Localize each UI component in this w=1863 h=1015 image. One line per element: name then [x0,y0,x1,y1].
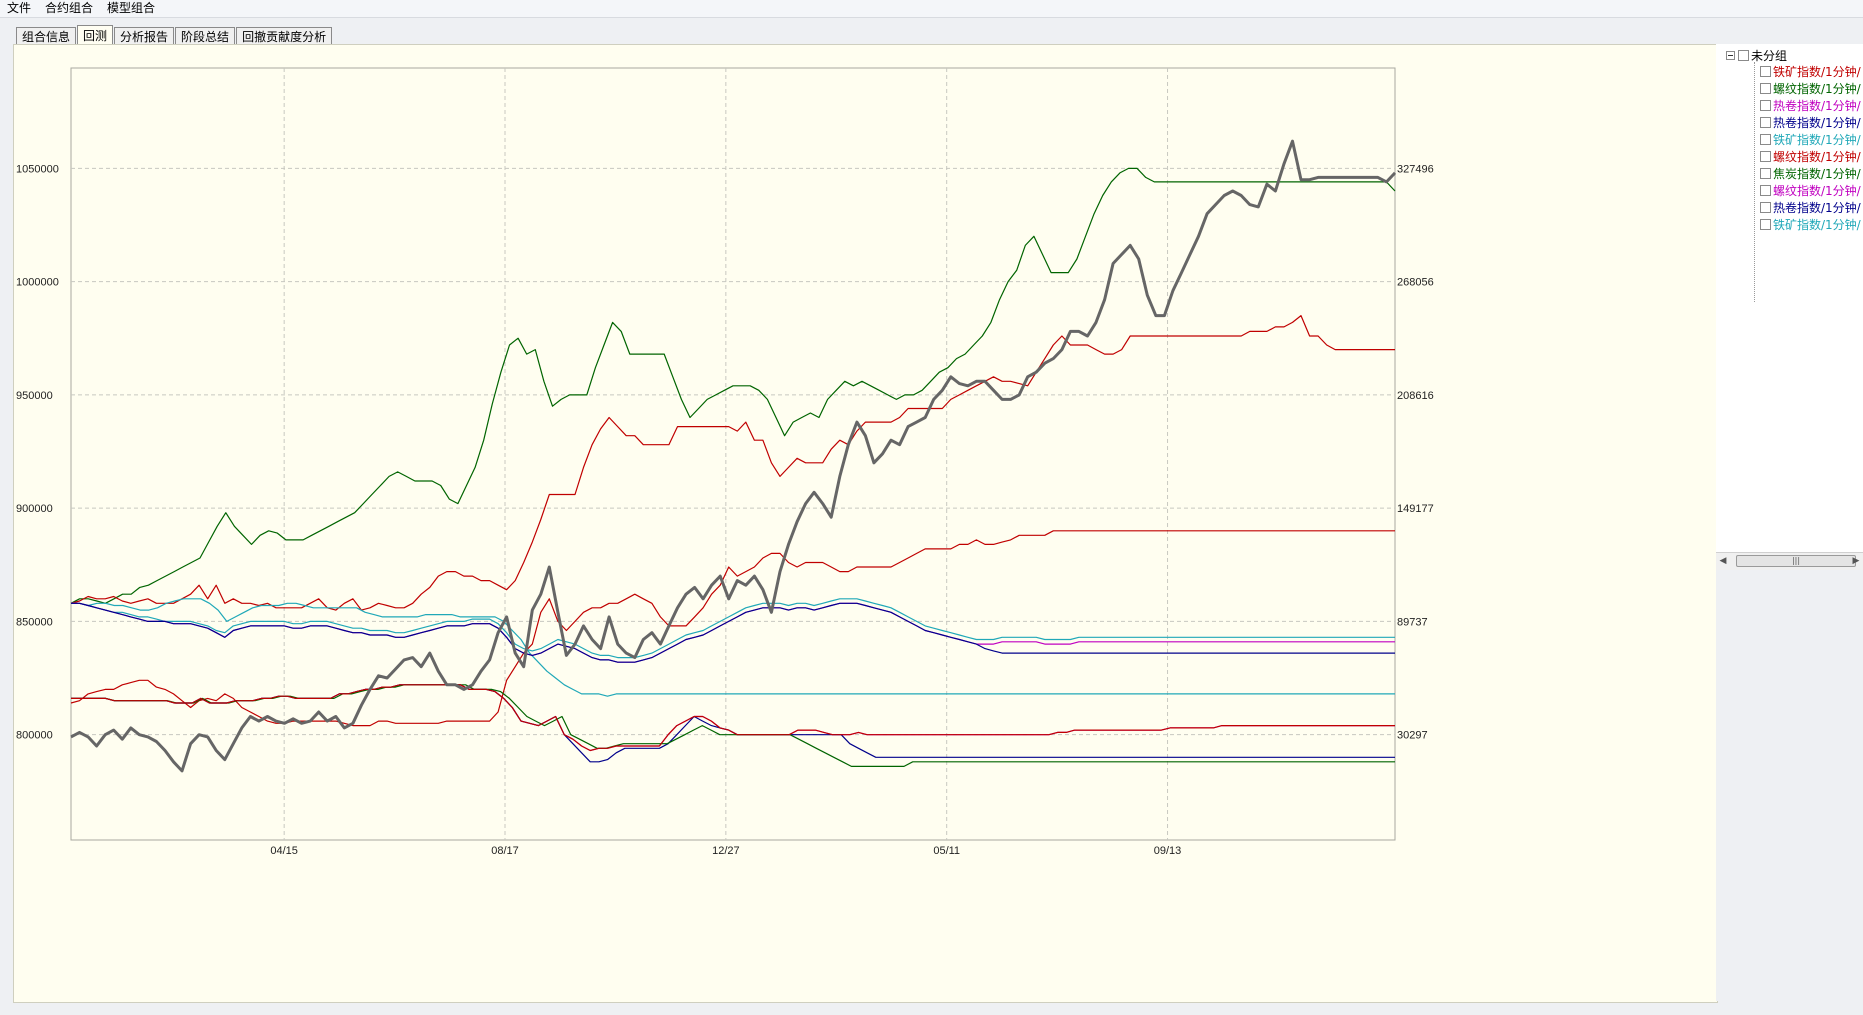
checkbox-icon[interactable] [1760,202,1771,213]
y-right-tick-label: 30297 [1397,730,1428,742]
y-left-tick-label: 1050000 [16,163,59,175]
tree-item[interactable]: 焦炭指数/1分钟/ [1760,165,1861,182]
series-line [70,530,1395,727]
checkbox-icon[interactable] [1760,185,1771,196]
horizontal-scrollbar[interactable]: ◀ ||| ▶ [1716,552,1863,571]
tab-bar: 组合信息 回测 分析报告 阶段总结 回撤贡献度分析 [16,25,333,46]
tree-item[interactable]: 螺纹指数/1分钟/ [1760,148,1861,165]
series-line [70,315,1395,611]
checkbox-icon[interactable] [1760,83,1771,94]
collapse-icon[interactable] [1726,51,1735,60]
tree-root-label: 未分组 [1751,49,1788,63]
tree-item-label: 铁矿指数/1分钟/ [1773,218,1861,232]
menu-bar: 文件 合约组合 模型组合 [0,0,1863,18]
tree-item-label: 热卷指数/1分钟/ [1773,99,1861,113]
tree-item[interactable]: 螺纹指数/1分钟/ [1760,80,1861,97]
tree-guide-line [1754,62,1755,302]
tree-item[interactable]: 热卷指数/1分钟/ [1760,199,1861,216]
tree-item-label: 螺纹指数/1分钟/ [1773,184,1861,198]
y-left-tick-label: 800000 [16,730,53,742]
y-left-tick-label: 900000 [16,503,53,515]
tab-drawdown-contribution[interactable]: 回撤贡献度分析 [236,27,333,45]
scroll-left-icon[interactable]: ◀ [1719,556,1727,566]
tree-item[interactable]: 铁矿指数/1分钟/ [1760,131,1861,148]
tree-item-label: 热卷指数/1分钟/ [1773,116,1861,130]
tree-item[interactable]: 铁矿指数/1分钟/ [1760,216,1861,233]
x-tick-label: 09/13 [1154,845,1182,857]
menu-model-portfolio[interactable]: 模型组合 [107,1,156,15]
y-right-tick-label: 89737 [1397,616,1428,628]
y-left-tick-label: 1000000 [16,277,59,289]
series-line [70,167,1396,604]
y-left-tick-label: 850000 [16,616,53,628]
equity-curve-chart[interactable]: 1050000 327496 1000000 268056 950000 208616 90… [14,45,1717,1002]
series-line [70,139,1397,773]
checkbox-icon[interactable] [1760,117,1771,128]
menu-file[interactable]: 文件 [7,1,32,15]
tree-item-label: 螺纹指数/1分钟/ [1773,82,1861,96]
tree-item-label: 铁矿指数/1分钟/ [1773,133,1861,147]
x-tick-label: 12/27 [712,845,740,857]
series-line [71,598,1395,697]
y-right-tick-label: 327496 [1397,163,1434,175]
checkbox-icon[interactable] [1760,66,1771,77]
tree-item-label: 螺纹指数/1分钟/ [1773,150,1861,164]
tab-portfolio-info[interactable]: 组合信息 [16,27,77,45]
tree-item-label: 铁矿指数/1分钟/ [1773,65,1861,79]
checkbox-icon[interactable] [1760,134,1771,145]
tree-item[interactable]: 热卷指数/1分钟/ [1760,114,1861,131]
checkbox-icon[interactable] [1760,100,1771,111]
series-tree: 未分组 铁矿指数/1分钟/螺纹指数/1分钟/热卷指数/1分钟/热卷指数/1分钟/… [1716,44,1863,552]
tree-item-label: 焦炭指数/1分钟/ [1773,167,1861,181]
tree-item-label: 热卷指数/1分钟/ [1773,201,1861,215]
chart-panel: 组合: 104667913982816805354681809653087232… [13,44,1718,1003]
x-tick-label: 05/11 [933,845,960,857]
x-tick-label: 04/15 [270,845,298,857]
x-tick-label: 08/17 [491,845,519,857]
tab-analysis-report[interactable]: 分析报告 [114,27,175,45]
y-right-tick-label: 268056 [1397,277,1434,289]
scroll-thumb[interactable]: ||| [1736,555,1856,567]
tab-backtest[interactable]: 回测 [77,25,114,46]
empty-side-panel [1716,570,1863,1001]
series-line [71,684,1395,767]
tab-stage-summary[interactable]: 阶段总结 [175,27,236,45]
checkbox-icon[interactable] [1738,50,1749,61]
tree-item[interactable]: 铁矿指数/1分钟/ [1760,63,1861,80]
tree-item[interactable]: 热卷指数/1分钟/ [1760,97,1861,114]
checkbox-icon[interactable] [1760,219,1771,230]
scroll-right-icon[interactable]: ▶ [1852,556,1860,566]
tree-root-group[interactable]: 未分组 [1726,47,1787,64]
y-right-tick-label: 149177 [1397,503,1434,515]
checkbox-icon[interactable] [1760,151,1771,162]
menu-contract-portfolio[interactable]: 合约组合 [45,1,94,15]
series-line [71,598,1395,659]
y-left-tick-label: 950000 [16,390,53,402]
tree-item[interactable]: 螺纹指数/1分钟/ [1760,182,1861,199]
series-line [71,602,1395,663]
checkbox-icon[interactable] [1760,168,1771,179]
plot-area [70,67,1396,841]
series-line [71,684,1395,752]
y-right-tick-label: 208616 [1397,390,1434,402]
